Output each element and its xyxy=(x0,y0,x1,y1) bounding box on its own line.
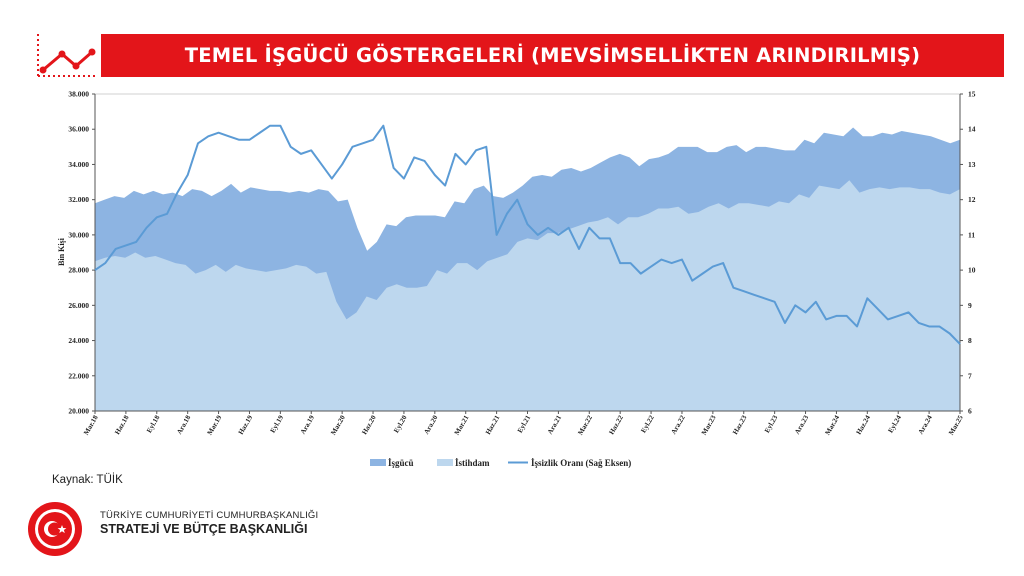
title-banner: TEMEL İŞGÜCÜ GÖSTERGELERİ (MEVSİMSELLİKT… xyxy=(101,34,1004,77)
line-chart-icon xyxy=(37,34,96,77)
x-tick-label: Mar.24 xyxy=(824,414,842,437)
x-tick-label: Haz.18 xyxy=(113,414,131,436)
x-tick-label: Eyl.22 xyxy=(639,414,656,435)
right-tick-label: 13 xyxy=(968,160,976,169)
x-tick-label: Eyl.24 xyxy=(887,414,904,435)
x-tick-label: Haz.19 xyxy=(237,414,255,436)
left-tick-label: 38.000 xyxy=(68,90,89,99)
right-tick-label: 8 xyxy=(968,336,972,345)
x-tick-label: Haz.22 xyxy=(608,414,626,436)
left-tick-label: 28.000 xyxy=(68,266,89,275)
right-tick-label: 14 xyxy=(968,125,976,134)
line-series-unemployment xyxy=(94,124,961,345)
x-tick-label: Ara.21 xyxy=(546,414,563,436)
right-tick-label: 7 xyxy=(968,371,972,380)
x-tick-label: Haz.24 xyxy=(855,414,873,436)
x-tick-label: Ara.18 xyxy=(175,414,192,436)
left-tick-label: 26.000 xyxy=(68,301,89,310)
x-tick-label: Eyl.21 xyxy=(516,414,533,435)
legend-label: İşgücü xyxy=(388,458,414,468)
chart-legend: İşgücü İstihdam İşsizlik Oranı (Sağ Eksen) xyxy=(370,458,631,468)
source-note: Kaynak: TÜİK xyxy=(52,474,123,486)
sbb-seal-icon xyxy=(28,502,82,556)
x-tick-label: Mar.23 xyxy=(700,414,718,437)
legend-label: İşsizlik Oranı (Sağ Eksen) xyxy=(531,458,631,468)
legend-swatch xyxy=(370,459,386,466)
left-tick-label: 22.000 xyxy=(68,371,89,380)
x-tick-label: Haz.20 xyxy=(360,414,378,436)
right-tick-label: 10 xyxy=(968,266,976,275)
x-tick-label: Eyl.20 xyxy=(392,414,409,435)
left-tick-label: 36.000 xyxy=(68,125,89,134)
x-tick-label: Eyl.23 xyxy=(763,414,780,435)
x-tick-label: Ara.23 xyxy=(793,414,810,436)
line-layer xyxy=(94,124,961,345)
right-tick-label: 12 xyxy=(968,195,976,204)
x-tick-label: Mar.18 xyxy=(82,414,100,437)
x-axis-ticks: Mar.18 Haz.18 Eyl.18 Ara.18 Mar.19 Haz.19 Eyl.… xyxy=(82,411,965,436)
x-tick-label: Ara.24 xyxy=(917,414,934,436)
x-tick-label: Mar.22 xyxy=(576,414,594,437)
x-tick-label: Haz.21 xyxy=(484,414,502,436)
x-tick-label: Haz.23 xyxy=(731,414,749,436)
x-tick-label: Mar.19 xyxy=(206,414,224,437)
x-tick-label: Eyl.18 xyxy=(145,414,162,435)
right-tick-label: 6 xyxy=(968,407,972,416)
area-layer xyxy=(95,127,960,412)
left-axis-ticks: 20.000 22.000 24.000 26.000 28.000 30.000 32.0… xyxy=(68,90,95,416)
right-axis-ticks: 6 7 8 9 10 11 12 13 14 15 xyxy=(960,90,976,416)
area-series-1 xyxy=(95,180,960,411)
x-tick-label: Ara.19 xyxy=(299,414,316,436)
legend-label: İstihdam xyxy=(455,458,490,468)
right-tick-label: 9 xyxy=(968,301,972,310)
legend-swatch xyxy=(437,459,453,466)
right-tick-label: 11 xyxy=(968,230,975,239)
right-tick-label: 15 xyxy=(968,90,976,99)
left-tick-label: 32.000 xyxy=(68,195,89,204)
x-tick-label: Mar.21 xyxy=(453,414,471,437)
left-tick-label: 34.000 xyxy=(68,160,89,169)
x-tick-label: Ara.22 xyxy=(670,414,687,436)
left-tick-label: 30.000 xyxy=(68,230,89,239)
x-tick-label: Eyl.19 xyxy=(269,414,286,435)
left-tick-label: 24.000 xyxy=(68,336,89,345)
page-title: TEMEL İŞGÜCÜ GÖSTERGELERİ (MEVSİMSELLİKT… xyxy=(184,44,921,67)
y-axis-label: Bin Kişi xyxy=(57,237,66,266)
org-name-line2: STRATEJİ VE BÜTÇE BAŞKANLIĞI xyxy=(100,522,308,536)
x-tick-label: Ara.20 xyxy=(422,414,439,436)
x-tick-label: Mar.25 xyxy=(947,414,965,437)
left-tick-label: 20.000 xyxy=(68,407,89,416)
org-name-line1: TÜRKİYE CUMHURİYETİ CUMHURBAŞKANLIĞI xyxy=(100,510,319,521)
x-tick-label: Mar.20 xyxy=(329,414,347,437)
